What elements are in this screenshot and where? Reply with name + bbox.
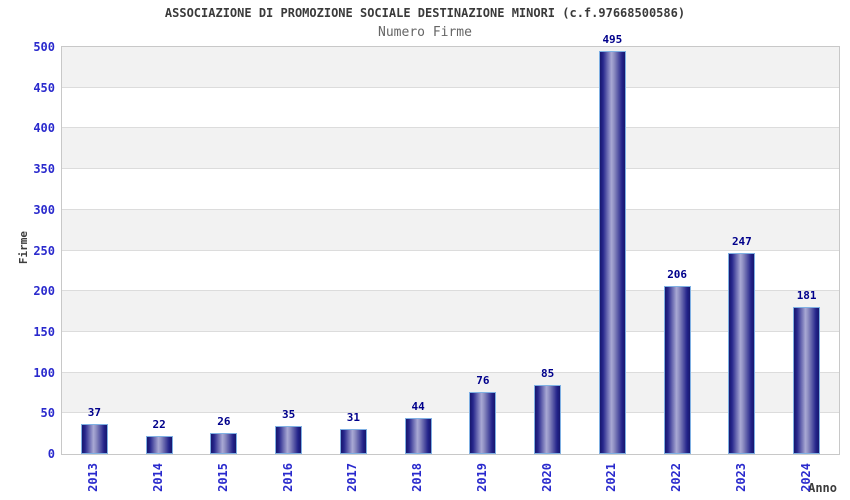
y-tick-label: 350 [33,162,55,177]
y-tick-label: 500 [33,40,55,54]
bar-2021 [598,51,626,454]
y-tick-label: 300 [33,202,55,217]
y-tick-label: 200 [33,284,55,299]
x-tick-label: 2017 [345,463,360,492]
bar-2023 [728,252,756,454]
bar-2024 [793,306,821,454]
bar-2013 [80,423,108,454]
plot-band [62,250,839,292]
y-tick-label: 450 [33,80,55,95]
x-tick-label: 2019 [474,463,489,492]
gridline [62,168,839,170]
bar-value-label: 206 [667,268,688,282]
chart-subtitle: Numero Firme [378,25,472,40]
x-tick-label: 2021 [604,463,619,492]
bar-value-label: 247 [731,234,752,248]
gridline [62,290,839,292]
x-tick-label: 2024 [798,463,813,492]
bar-2017 [339,428,367,454]
bar-value-label: 35 [282,407,296,421]
bar-2020 [534,384,562,454]
y-tick-label: 0 [47,447,55,461]
bar-2022 [663,286,691,454]
y-tick-label: 100 [33,365,55,380]
x-axis-title: Anno [808,481,837,495]
x-tick-label: 2016 [280,463,295,492]
bar-value-label: 22 [152,418,166,432]
bar-value-label: 495 [602,33,623,47]
plot-band [62,291,839,332]
gridline [62,127,839,129]
y-tick-label: 400 [33,121,55,136]
gridline [62,371,839,373]
bar-value-label: 44 [411,400,425,414]
chart-title: ASSOCIAZIONE DI PROMOZIONE SOCIALE DESTI… [164,6,686,20]
gridline [62,249,839,251]
bar-2019 [469,392,497,454]
plot-area: 37 22 26 35 31 44 76 85 495 206 247 181 [61,33,840,455]
bar-value-label: 31 [346,410,360,424]
plot-band [62,169,839,210]
bar-value-label: 85 [541,366,555,380]
plot-band [62,128,839,170]
bar-value-label: 76 [476,374,490,388]
plot-band [62,209,839,251]
plot-band [62,87,839,129]
plot-band [62,47,839,88]
y-tick-label: 150 [33,324,55,339]
bar-2015 [210,432,238,454]
plot-band [62,331,839,373]
x-tick-label: 2013 [86,463,101,492]
gridline [62,412,839,414]
bar-value-label: 37 [87,405,101,419]
bar-2018 [404,418,432,454]
gridline [62,208,839,210]
plot-band [62,372,839,414]
gridline [62,86,839,88]
bar-2014 [145,436,173,454]
bar-2016 [275,425,303,454]
x-tick-label: 2023 [733,463,748,492]
bar-value-label: 181 [796,288,817,302]
bar-value-label: 26 [217,414,231,428]
x-tick-label: 2014 [151,463,166,492]
plot-band [62,413,839,454]
x-tick-label: 2018 [410,463,425,492]
y-tick-label: 50 [40,406,55,421]
x-tick-label: 2022 [669,463,684,492]
y-tick-label: 250 [33,243,55,258]
gridline [62,330,839,332]
x-tick-label: 2015 [215,463,230,492]
x-tick-label: 2020 [539,463,554,492]
